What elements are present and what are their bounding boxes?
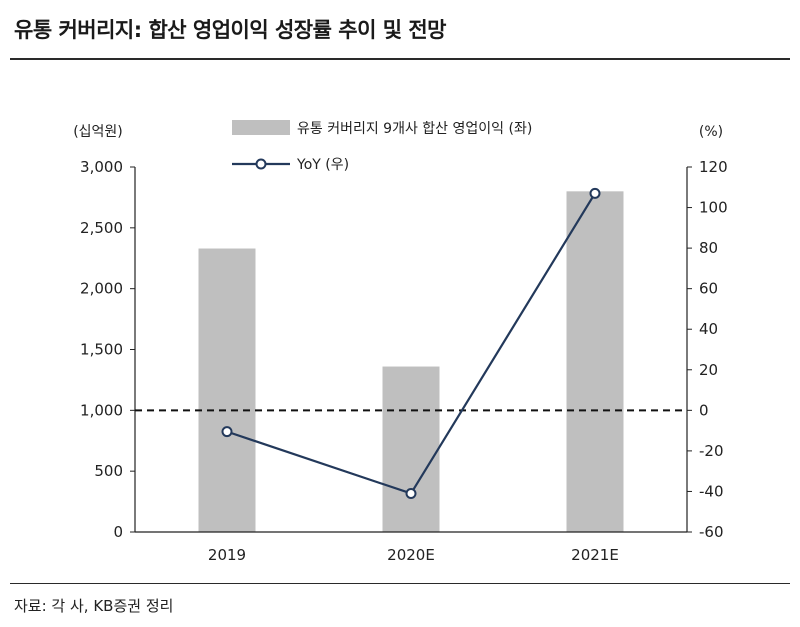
right-tick-label: 0 xyxy=(699,401,709,419)
bar-2019 xyxy=(198,248,256,532)
line-series xyxy=(221,187,601,499)
x-tick-label: 2020E xyxy=(387,546,435,564)
left-tick-label: 1,000 xyxy=(80,401,123,419)
right-tick-label: 100 xyxy=(699,199,728,217)
right-axis-unit: (%) xyxy=(699,124,723,140)
legend-line-marker xyxy=(255,158,267,170)
chart-title: 유통 커버리지: 합산 영업이익 성장률 추이 및 전망 xyxy=(14,18,446,42)
left-tick-label: 3,000 xyxy=(80,158,123,176)
title-divider xyxy=(10,58,790,60)
legend-bar-label: 유통 커버리지 9개사 합산 영업이익 (좌) xyxy=(297,121,532,137)
bar-2020E xyxy=(382,366,440,532)
right-tick-label: 20 xyxy=(699,361,718,379)
legend-bar-swatch xyxy=(232,120,290,135)
legend-line-label: YoY (우) xyxy=(296,157,349,173)
left-tick-label: 500 xyxy=(94,462,123,480)
right-tick-label: 60 xyxy=(699,280,718,298)
left-axis-unit: (십억원) xyxy=(73,124,123,140)
left-tick-label: 1,500 xyxy=(80,341,123,359)
bar-series xyxy=(198,191,624,533)
right-tick-label: 40 xyxy=(699,320,718,338)
x-tick-label: 2021E xyxy=(571,546,619,564)
right-tick-label: 80 xyxy=(699,239,718,257)
right-tick-label: -60 xyxy=(699,523,724,541)
axes xyxy=(130,166,692,533)
right-tick-label: 120 xyxy=(699,158,728,176)
source-note: 자료: 각 사, KB증권 정리 xyxy=(14,597,174,615)
legend: 유통 커버리지 9개사 합산 영업이익 (좌) YoY (우) xyxy=(232,120,532,173)
footer-divider xyxy=(10,583,790,584)
yoy-point-2019 xyxy=(221,426,233,438)
bar-2021E xyxy=(566,191,624,533)
right-tick-label: -40 xyxy=(699,482,724,500)
right-tick-label: -20 xyxy=(699,442,724,460)
yoy-point-2020E xyxy=(405,487,417,499)
tick-labels: 0 500 1,000 1,500 2,000 2,500 3,000 -60 -40 -20 0 2… xyxy=(80,158,728,564)
left-tick-label: 0 xyxy=(113,523,123,541)
left-tick-label: 2,000 xyxy=(80,280,123,298)
yoy-point-2021E xyxy=(589,187,601,199)
x-tick-label: 2019 xyxy=(208,546,246,564)
left-tick-label: 2,500 xyxy=(80,219,123,237)
